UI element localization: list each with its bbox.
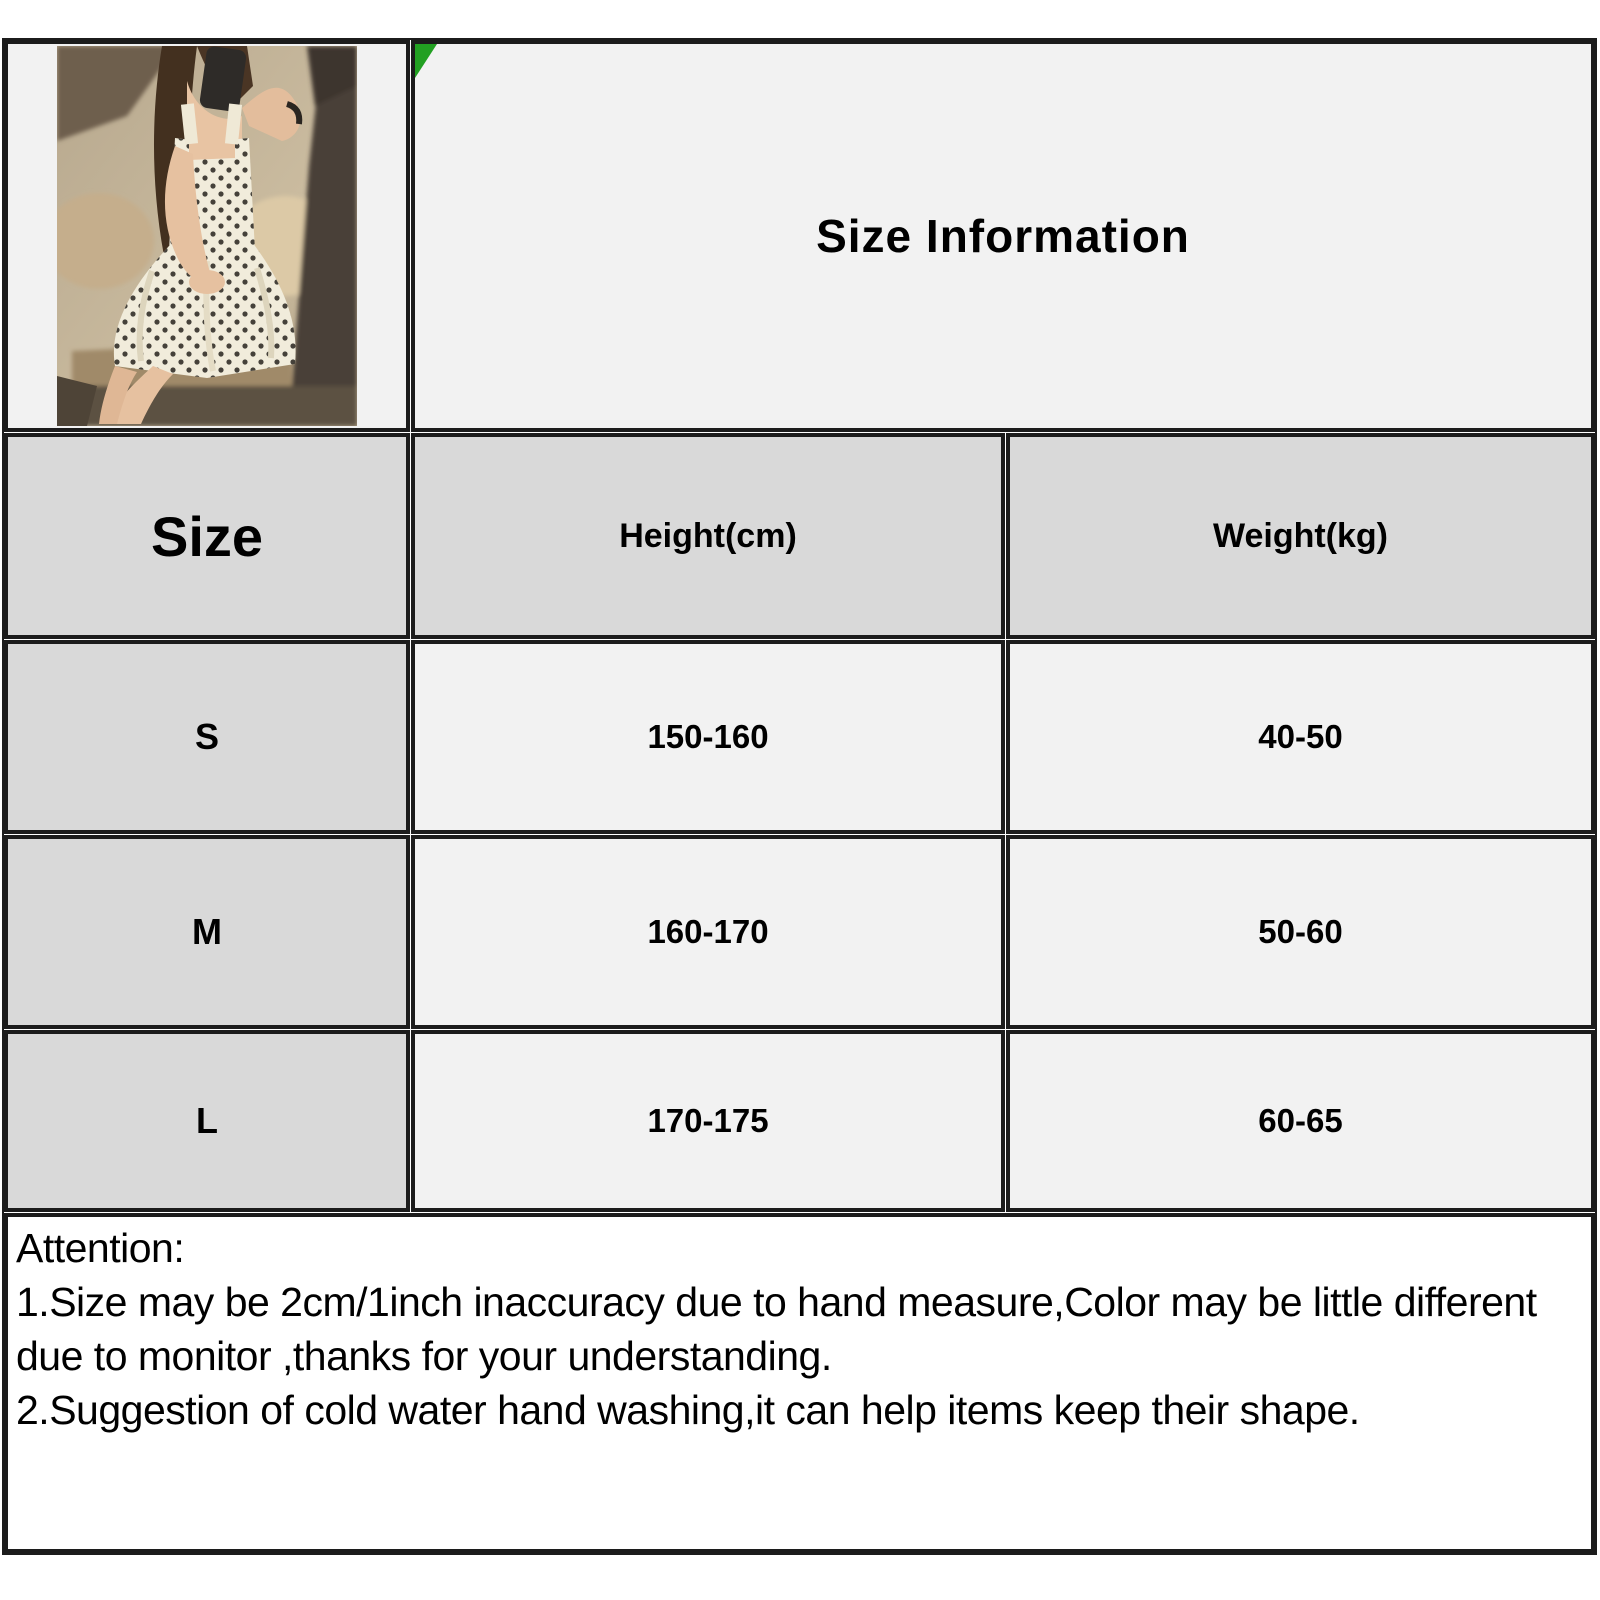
page-title: Size Information: [816, 210, 1190, 262]
product-photo-cell: [4, 40, 410, 432]
attention-note-2: 2.Suggestion of cold water hand washing,…: [16, 1387, 1360, 1434]
column-header-size: Size: [4, 433, 410, 639]
product-photo: [57, 46, 357, 426]
size-cell-s: S: [4, 640, 410, 834]
height-cell-m: 160-170: [411, 835, 1005, 1029]
column-header-height: Height(cm): [411, 433, 1005, 639]
height-cell-s: 150-160: [411, 640, 1005, 834]
size-information-header-cell: Size Information: [411, 40, 1595, 432]
attention-heading: Attention:: [16, 1225, 185, 1271]
attention-section: Attention: 1.Size may be 2cm/1inch inacc…: [4, 1213, 1595, 1553]
weight-cell-l: 60-65: [1006, 1030, 1595, 1212]
weight-cell-m: 50-60: [1006, 835, 1595, 1029]
green-corner-marker: [415, 44, 437, 78]
attention-note-1: 1.Size may be 2cm/1inch inaccuracy due t…: [16, 1279, 1537, 1380]
height-cell-l: 170-175: [411, 1030, 1005, 1212]
size-cell-m: M: [4, 835, 410, 1029]
weight-cell-s: 40-50: [1006, 640, 1595, 834]
size-chart: Size Information Size Height(cm) Weight(…: [2, 38, 1597, 1555]
size-cell-l: L: [4, 1030, 410, 1212]
column-header-weight: Weight(kg): [1006, 433, 1595, 639]
